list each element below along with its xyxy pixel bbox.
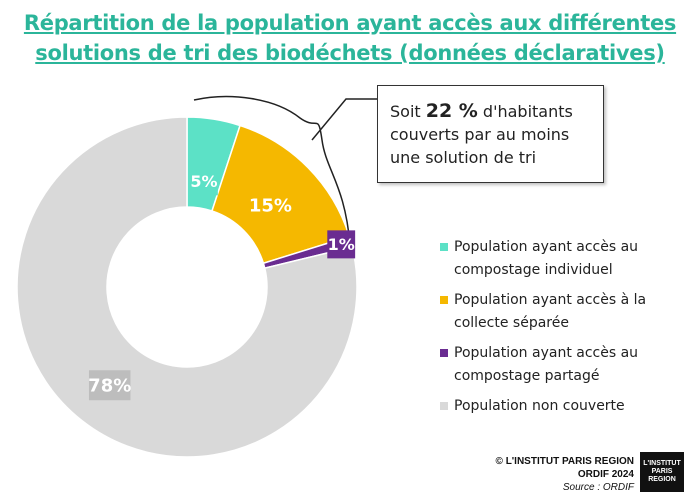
logo-line3: REGION [648, 476, 676, 483]
copyright-credit: © L'INSTITUT PARIS REGION ORDIF 2024 Sou… [452, 455, 634, 494]
legend-label: Population ayant accès à la collecte sép… [454, 292, 647, 331]
legend-swatch [440, 349, 448, 357]
data-label-bg [189, 167, 218, 196]
legend-label: Population non couverte [454, 398, 625, 414]
summary-callout: Soit 22 % d'habitants couverts par au mo… [377, 85, 604, 183]
legend-item: Population ayant accès à la collecte sép… [440, 289, 690, 335]
data-label-bg [249, 189, 292, 220]
chart-title-line1: Répartition de la population ayant accès… [23, 11, 677, 35]
logo-line2: PARIS [651, 468, 673, 475]
data-label: 78% [88, 376, 131, 397]
legend-swatch [440, 243, 448, 251]
chart-title: Répartition de la population ayant accès… [0, 8, 700, 68]
data-label-bg [327, 230, 356, 259]
data-label: 5% [190, 172, 217, 191]
callout-prefix: Soit [390, 102, 426, 121]
legend-item: Population non couverte [440, 395, 690, 418]
legend-swatch [440, 296, 448, 304]
chart-title-line2: solutions de tri des biodéchets (données… [35, 41, 665, 65]
callout-brace [193, 95, 351, 246]
credit-source: Source : ORDIF [562, 482, 634, 493]
credit-line1: © L'INSTITUT PARIS REGION [495, 456, 634, 467]
callout-value: 22 % [425, 100, 478, 122]
legend-item: Population ayant accès au compostage par… [440, 342, 690, 388]
credit-line2: ORDIF 2024 [577, 469, 634, 480]
legend-swatch [440, 402, 448, 410]
chart-legend: Population ayant accès au compostage ind… [440, 236, 690, 425]
logo-line1: L'INSTITUT [643, 460, 681, 467]
data-label: 15% [249, 195, 292, 216]
data-label-bg [88, 370, 131, 401]
legend-label: Population ayant accès au compostage par… [454, 345, 639, 384]
callout-suffix: d'habitants couverts par au moins une so… [390, 102, 573, 167]
data-label: 1% [328, 235, 355, 254]
callout-pointer [311, 98, 378, 141]
legend-label: Population ayant accès au compostage ind… [454, 239, 639, 278]
institut-logo: L'INSTITUT PARIS REGION [640, 452, 684, 492]
legend-item: Population ayant accès au compostage ind… [440, 236, 690, 282]
